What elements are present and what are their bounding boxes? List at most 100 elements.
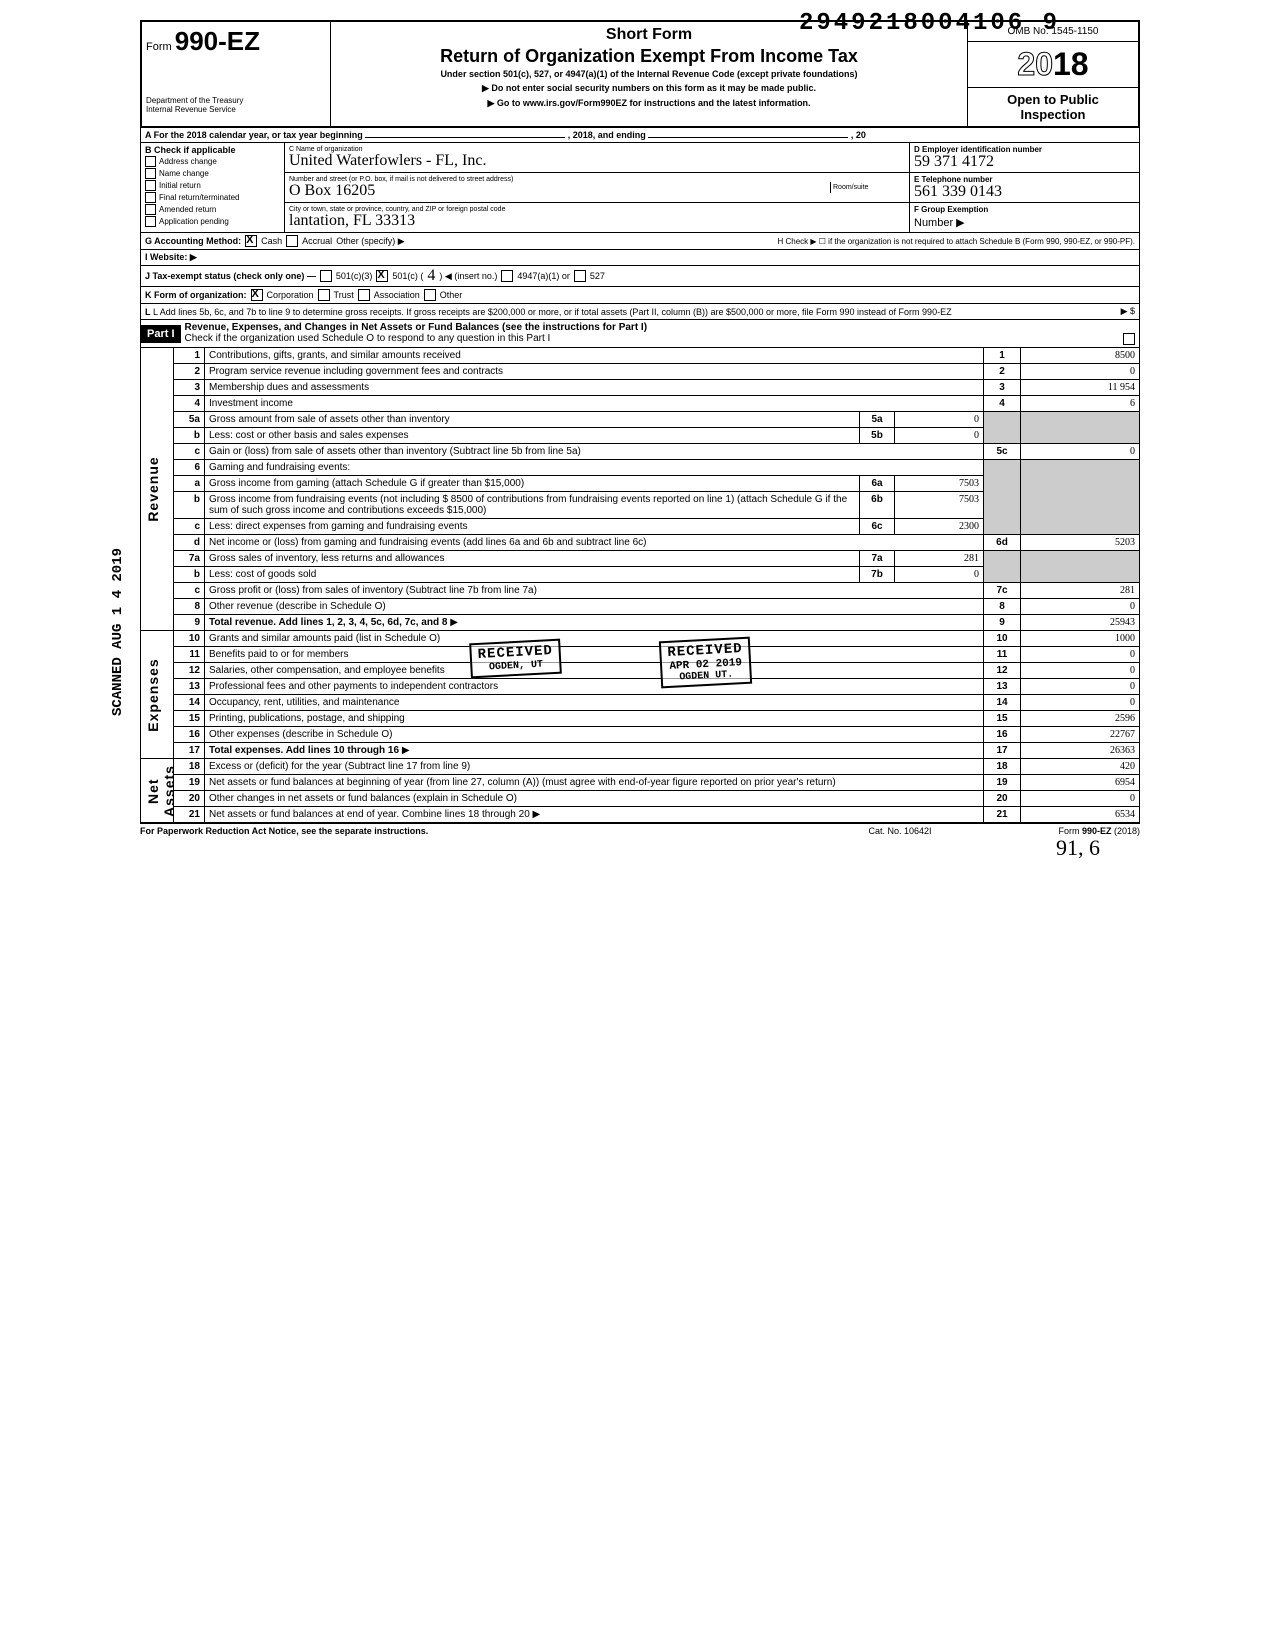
chk-corp[interactable] xyxy=(251,289,263,301)
bn-3: 3 xyxy=(984,380,1021,396)
chk-527[interactable] xyxy=(574,270,586,282)
part1-header: Part I Revenue, Expenses, and Changes in… xyxy=(140,320,1140,348)
row-a: A For the 2018 calendar year, or tax yea… xyxy=(140,128,1140,143)
side-netassets: Net Assets xyxy=(141,759,174,823)
iv-5a: 0 xyxy=(895,412,984,428)
ln-6a: a xyxy=(174,476,205,492)
open-public-1: Open to Public xyxy=(972,92,1134,107)
row-i: I Website: ▶ xyxy=(140,250,1140,266)
lbl-address: Address change xyxy=(159,157,217,166)
f-label2: Number ▶ xyxy=(914,217,965,229)
chk-pending[interactable] xyxy=(145,216,156,227)
lbl-pending: Application pending xyxy=(159,217,229,226)
chk-accrual[interactable] xyxy=(286,235,298,247)
iv-6c: 2300 xyxy=(895,519,984,535)
chk-501c3[interactable] xyxy=(320,270,332,282)
iv-5b: 0 xyxy=(895,428,984,444)
d-6d: Net income or (loss) from gaming and fun… xyxy=(209,537,646,548)
ln-11: 11 xyxy=(174,647,205,663)
lbl-other-org: Other xyxy=(440,290,463,300)
v-7c: 281 xyxy=(1021,583,1140,599)
ln-2: 2 xyxy=(174,364,205,380)
d-21: Net assets or fund balances at end of ye… xyxy=(209,809,530,820)
in-7b: 7b xyxy=(860,567,895,583)
chk-501c[interactable] xyxy=(376,270,388,282)
j-label: J Tax-exempt status (check only one) — xyxy=(145,271,316,281)
bn-12: 12 xyxy=(984,663,1021,679)
lbl-trust: Trust xyxy=(334,290,354,300)
d-20: Other changes in net assets or fund bala… xyxy=(209,793,517,804)
ln-17: 17 xyxy=(174,743,205,759)
lbl-501c: 501(c) ( xyxy=(392,271,423,281)
year-suffix: 18 xyxy=(1053,46,1089,82)
chk-assoc[interactable] xyxy=(358,289,370,301)
ln-9: 9 xyxy=(174,615,205,631)
d-5c: Gain or (loss) from sale of assets other… xyxy=(209,446,581,457)
lbl-accrual: Accrual xyxy=(302,236,332,246)
d-7a: Gross sales of inventory, less returns a… xyxy=(209,553,444,564)
chk-final[interactable] xyxy=(145,192,156,203)
form-number: 990-EZ xyxy=(175,26,260,56)
ln-8: 8 xyxy=(174,599,205,615)
bn-21: 21 xyxy=(984,807,1021,823)
v-12: 0 xyxy=(1021,663,1140,679)
ln-16: 16 xyxy=(174,727,205,743)
bn-9: 9 xyxy=(984,615,1021,631)
public-warning: ▶ Do not enter social security numbers o… xyxy=(339,83,959,94)
l-text: L Add lines 5b, 6c, and 7b to line 9 to … xyxy=(153,307,952,317)
d-6b: Gross income from fundraising events (no… xyxy=(209,494,847,516)
d-9: Total revenue. Add lines 1, 2, 3, 4, 5c,… xyxy=(209,617,447,628)
bn-19: 19 xyxy=(984,775,1021,791)
v-2: 0 xyxy=(1021,364,1140,380)
ln-6c: c xyxy=(174,519,205,535)
d-16: Other expenses (describe in Schedule O) xyxy=(209,729,392,740)
chk-initial[interactable] xyxy=(145,180,156,191)
chk-address[interactable] xyxy=(145,156,156,167)
col-def: D Employer identification number 59 371 … xyxy=(909,143,1139,232)
ln-3: 3 xyxy=(174,380,205,396)
v-21: 6534 xyxy=(1021,807,1140,823)
d-5a: Gross amount from sale of assets other t… xyxy=(209,414,450,425)
d-6a: Gross income from gaming (attach Schedul… xyxy=(209,478,524,489)
bn-10: 10 xyxy=(984,631,1021,647)
part1-check-box[interactable] xyxy=(1123,333,1135,345)
d-1: Contributions, gifts, grants, and simila… xyxy=(209,350,461,361)
lbl-name: Name change xyxy=(159,169,209,178)
chk-other-org[interactable] xyxy=(424,289,436,301)
ln-12: 12 xyxy=(174,663,205,679)
block-b-to-h: B Check if applicable Address change Nam… xyxy=(140,143,1140,233)
d-2: Program service revenue including govern… xyxy=(209,366,503,377)
in-7a: 7a xyxy=(860,551,895,567)
ln-18: 18 xyxy=(174,759,205,775)
v-6d: 5203 xyxy=(1021,535,1140,551)
handwritten-signature-number: 91, 6 xyxy=(1056,835,1100,861)
ln-5c: c xyxy=(174,444,205,460)
bn-16: 16 xyxy=(984,727,1021,743)
row-g: G Accounting Method: Cash Accrual Other … xyxy=(140,233,1140,250)
ln-5a: 5a xyxy=(174,412,205,428)
side-expenses: Expenses xyxy=(141,631,174,759)
v-18: 420 xyxy=(1021,759,1140,775)
v-5c: 0 xyxy=(1021,444,1140,460)
c-addr-value: O Box 16205 xyxy=(289,183,830,199)
ln-20: 20 xyxy=(174,791,205,807)
iv-7a: 281 xyxy=(895,551,984,567)
chk-4947[interactable] xyxy=(501,270,513,282)
chk-amended[interactable] xyxy=(145,204,156,215)
ln-14: 14 xyxy=(174,695,205,711)
col-b: B Check if applicable Address change Nam… xyxy=(141,143,285,232)
side-revenue: Revenue xyxy=(141,348,174,631)
chk-name[interactable] xyxy=(145,168,156,179)
chk-trust[interactable] xyxy=(318,289,330,301)
lbl-4947: 4947(a)(1) or xyxy=(517,271,570,281)
chk-cash[interactable] xyxy=(245,235,257,247)
row-k: K Form of organization: Corporation Trus… xyxy=(140,287,1140,304)
in-6c: 6c xyxy=(860,519,895,535)
main-table: Revenue 1 Contributions, gifts, grants, … xyxy=(140,348,1140,823)
arrow-21: ▶ xyxy=(533,809,541,820)
i-label: I Website: ▶ xyxy=(145,252,197,263)
ln-15: 15 xyxy=(174,711,205,727)
iv-6b: 7503 xyxy=(895,492,984,519)
ln-7a: 7a xyxy=(174,551,205,567)
bn-13: 13 xyxy=(984,679,1021,695)
